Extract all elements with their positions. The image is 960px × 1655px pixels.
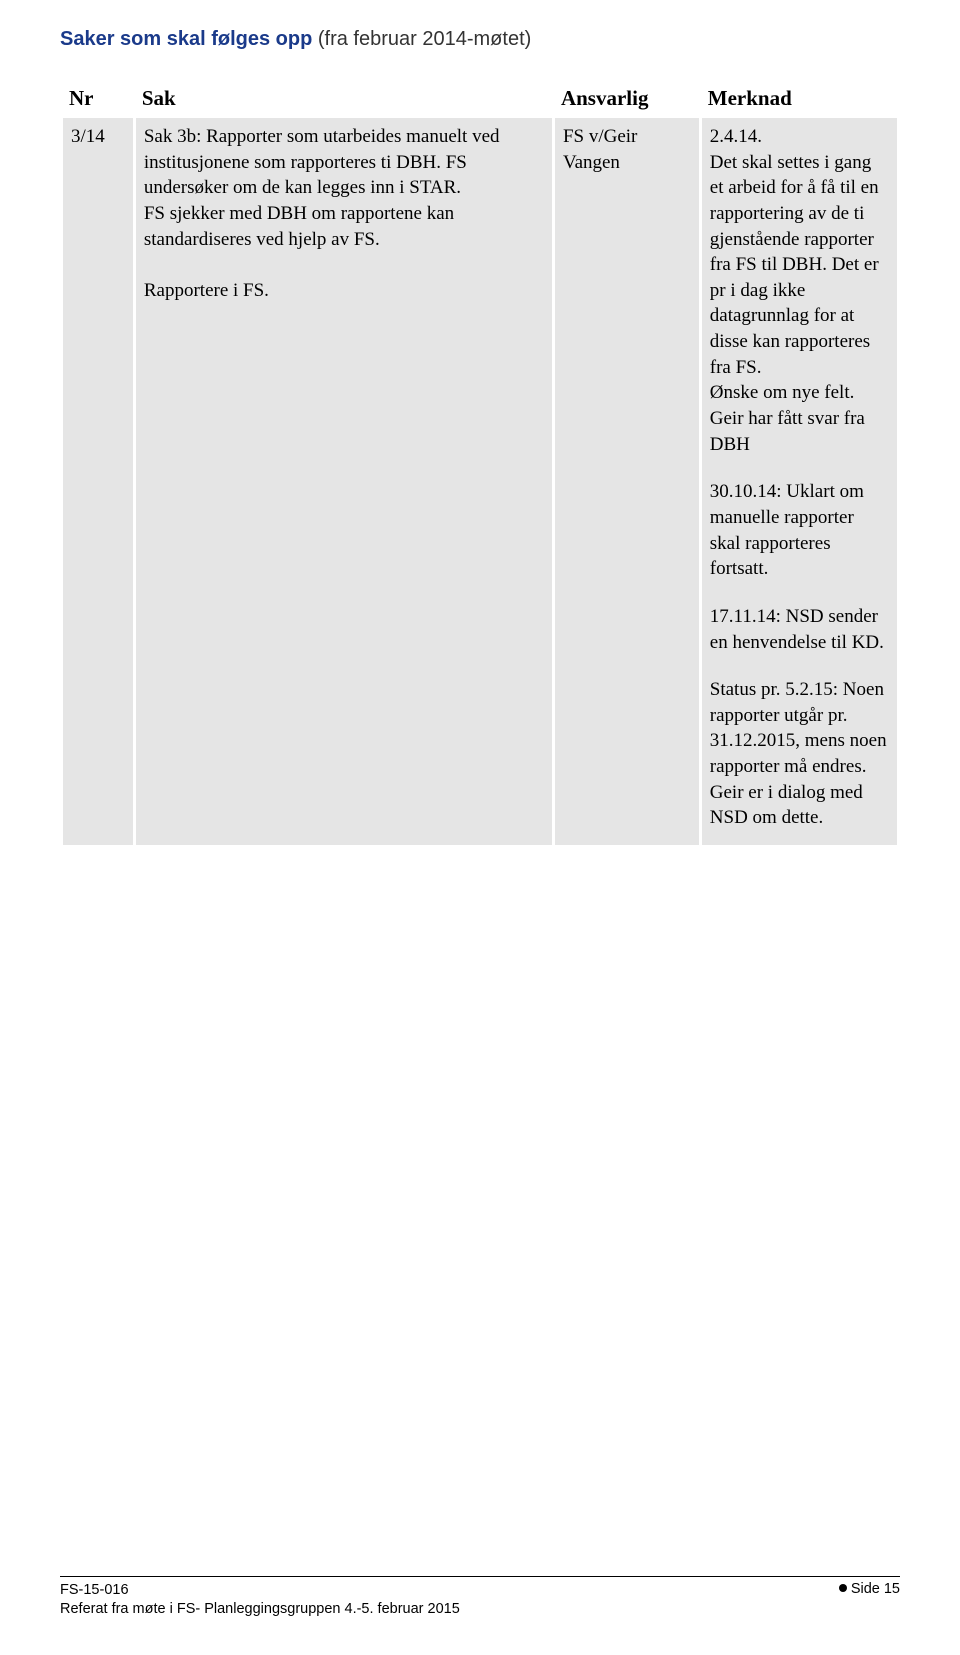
cell-ansvarlig-text: FS v/Geir Vangen bbox=[563, 126, 637, 173]
cell-merknad: 2.4.14. Det skal settes i gang et arbeid… bbox=[702, 118, 897, 845]
section-heading: Saker som skal følges opp (fra februar 2… bbox=[60, 28, 900, 51]
merknad-text: 2.4.14. Det skal settes i gang et arbeid… bbox=[710, 126, 879, 455]
footer-page: Side 15 bbox=[851, 1581, 900, 1597]
merknad-block: 2.4.14. Det skal settes i gang et arbeid… bbox=[710, 124, 889, 457]
col-header-merknad: Merknad bbox=[702, 82, 897, 115]
cell-sak: Sak 3b: Rapporter som utarbeides manuelt… bbox=[136, 118, 552, 845]
col-header-nr: Nr bbox=[63, 82, 133, 115]
footer-doc-id: FS-15-016 bbox=[60, 1581, 460, 1600]
heading-sub: (fra februar 2014-møtet) bbox=[318, 28, 531, 50]
merknad-block: Status pr. 5.2.15: Noen rapporter utgår … bbox=[710, 677, 889, 831]
bullet-icon bbox=[839, 1584, 847, 1592]
footer-right: Side 15 bbox=[839, 1581, 900, 1619]
merknad-block: 17.11.14: NSD sender en henvendelse til … bbox=[710, 604, 889, 655]
followup-table: Nr Sak Ansvarlig Merknad 3/14 Sak 3b: Ra… bbox=[60, 79, 900, 848]
col-header-ansvarlig: Ansvarlig bbox=[555, 82, 699, 115]
merknad-text: Status pr. 5.2.15: Noen rapporter utgår … bbox=[710, 679, 887, 828]
merknad-block: 30.10.14: Uklart om manuelle rapporter s… bbox=[710, 479, 889, 582]
merknad-text: 17.11.14: NSD sender en henvendelse til … bbox=[710, 606, 884, 653]
cell-nr: 3/14 bbox=[63, 118, 133, 845]
col-header-sak: Sak bbox=[136, 82, 552, 115]
merknad-text: 30.10.14: Uklart om manuelle rapporter s… bbox=[710, 481, 864, 579]
table-header-row: Nr Sak Ansvarlig Merknad bbox=[63, 82, 897, 115]
page-footer: FS-15-016 Referat fra møte i FS- Planleg… bbox=[60, 1576, 900, 1619]
cell-ansvarlig: FS v/Geir Vangen bbox=[555, 118, 699, 845]
table-row: 3/14 Sak 3b: Rapporter som utarbeides ma… bbox=[63, 118, 897, 845]
footer-left: FS-15-016 Referat fra møte i FS- Planleg… bbox=[60, 1581, 460, 1619]
heading-main: Saker som skal følges opp bbox=[60, 28, 318, 50]
cell-sak-text: Sak 3b: Rapporter som utarbeides manuelt… bbox=[144, 126, 500, 301]
footer-line2: Referat fra møte i FS- Planleggingsgrupp… bbox=[60, 1600, 460, 1619]
